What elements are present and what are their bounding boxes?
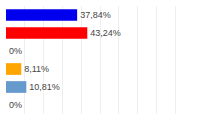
svg-text:0%: 0% [9, 46, 22, 56]
svg-text:43,24%: 43,24% [90, 28, 121, 38]
svg-text:8,11%: 8,11% [24, 64, 49, 74]
svg-text:37,84%: 37,84% [80, 10, 111, 20]
svg-text:0%: 0% [9, 100, 22, 110]
svg-text:10,81%: 10,81% [29, 82, 60, 92]
